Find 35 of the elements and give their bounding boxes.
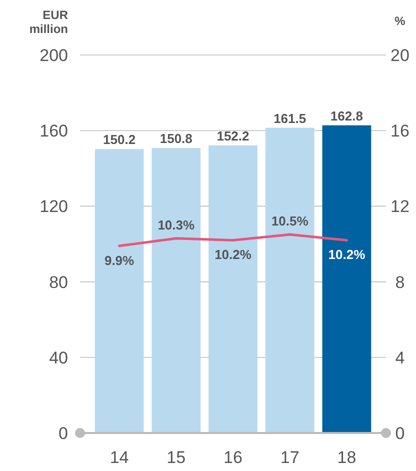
bar: [94, 149, 144, 433]
y2-axis-title: %: [394, 14, 406, 28]
x-tick-label: 17: [280, 448, 300, 467]
bar: [265, 128, 314, 433]
y-tick-label: 160: [40, 122, 68, 141]
data-label: 150.8: [160, 130, 192, 146]
data-label: 152.2: [216, 128, 250, 144]
y-axis-title: EUR million: [29, 8, 68, 36]
data-label: 9.9%: [104, 252, 135, 268]
y-tick-label: 40: [49, 348, 68, 368]
x-tick-label: 18: [337, 448, 356, 467]
data-label: 150.2: [103, 132, 136, 148]
x-tick-label: 14: [110, 448, 129, 467]
y2-tick-label: 8: [395, 272, 405, 292]
bar: [322, 125, 372, 433]
bar: [208, 145, 258, 433]
data-label: 10.5%: [271, 214, 309, 229]
data-label: 161.5: [274, 110, 306, 126]
data-label: 162.8: [330, 108, 363, 124]
x-tick-label: 15: [166, 448, 186, 467]
y-tick-label: 0: [58, 424, 68, 443]
y-tick-label: 200: [40, 46, 68, 65]
x-tick-label: 16: [224, 448, 242, 467]
y-tick-label: 80: [49, 272, 68, 292]
y2-tick-label: 20: [390, 46, 410, 65]
line-series: [118, 233, 348, 248]
y2-tick-label: 4: [395, 348, 405, 368]
data-label: 10.2%: [328, 247, 366, 262]
y2-tick-label: 0: [395, 424, 405, 443]
y2-tick-label: 12: [390, 197, 410, 216]
y2-tick-label: 16: [390, 122, 410, 141]
data-label: 10.2%: [214, 247, 252, 262]
data-label: 10.3%: [158, 217, 196, 232]
y-tick-label: 120: [40, 197, 68, 216]
bar: [152, 148, 201, 433]
